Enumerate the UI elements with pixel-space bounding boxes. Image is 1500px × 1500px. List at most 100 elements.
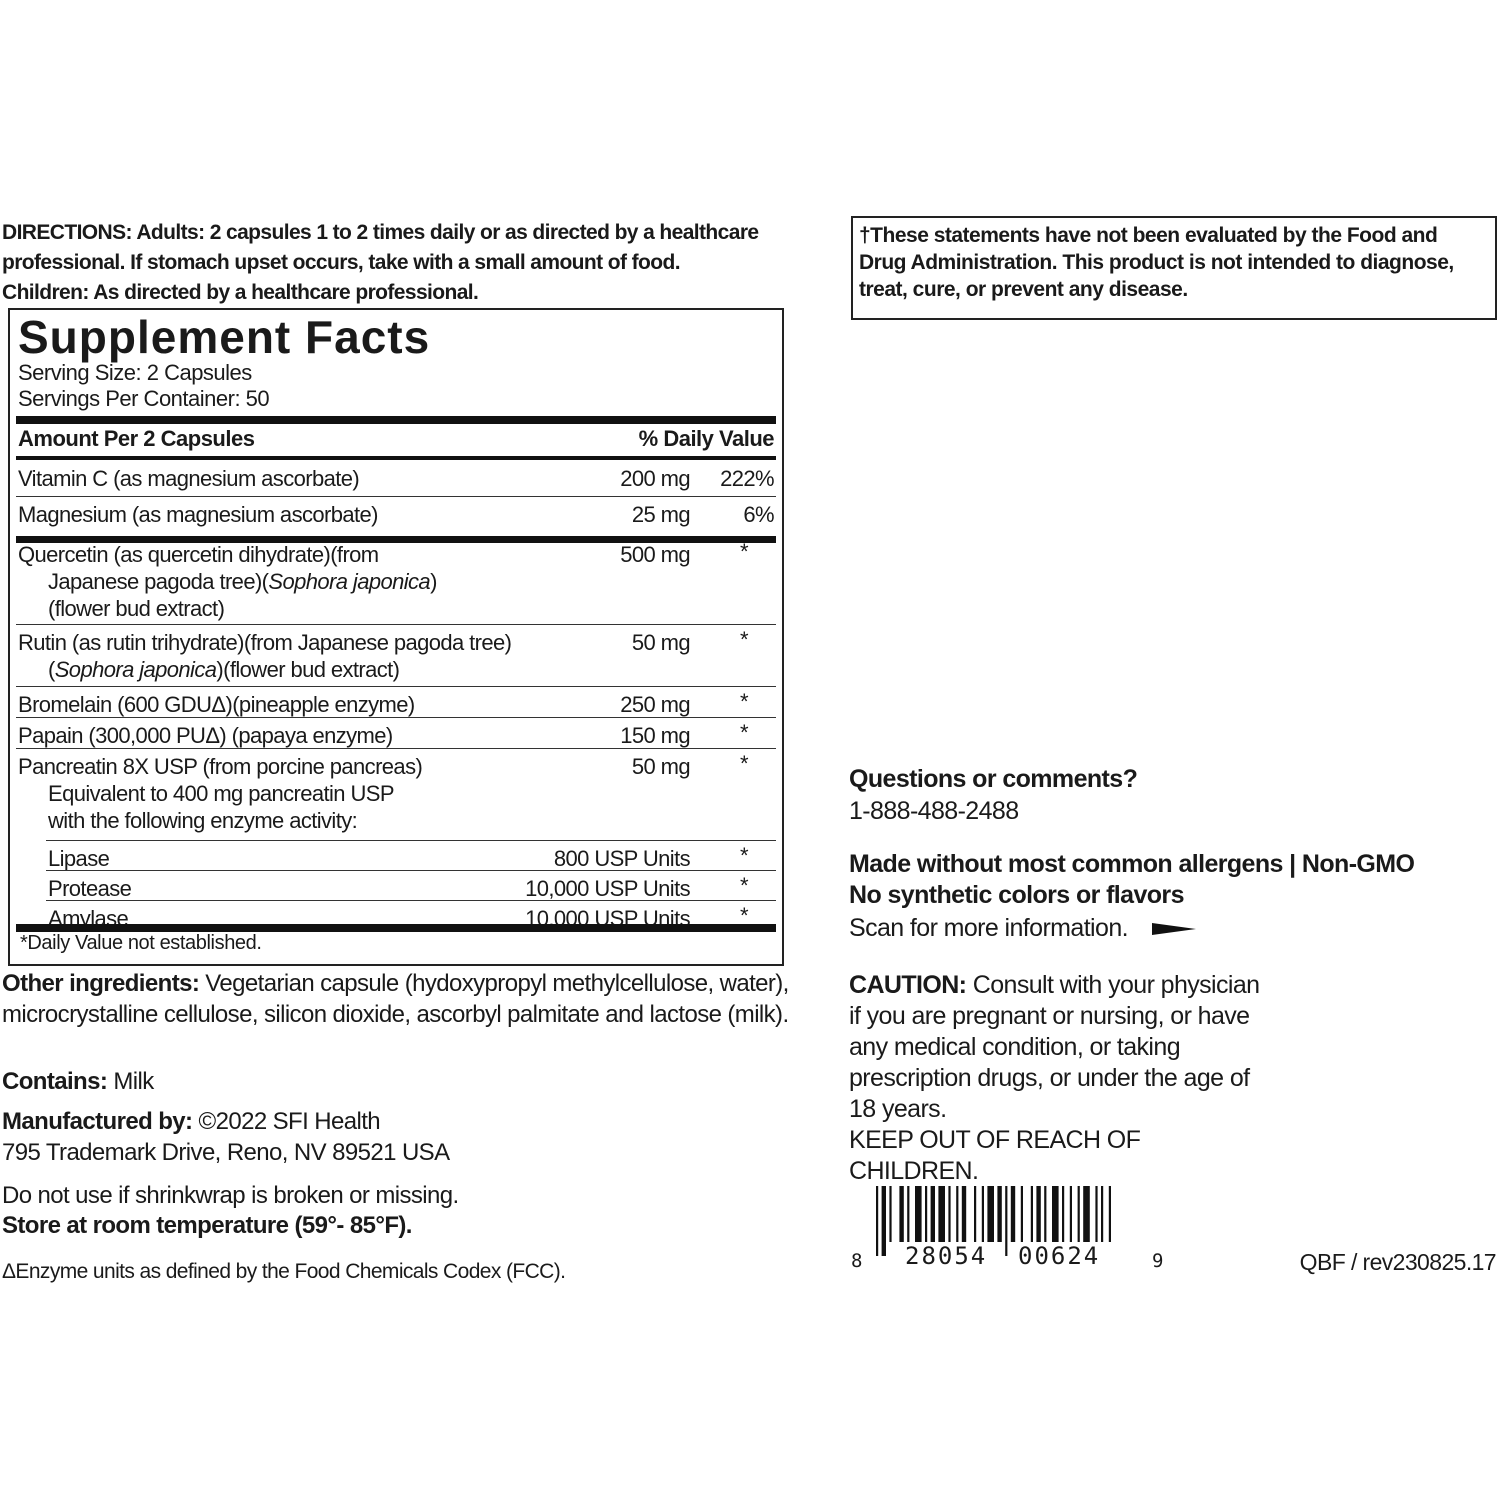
nutrient-amount: 50 mg [631,754,691,779]
thick-divider [16,416,776,424]
barcode [876,1186,1111,1256]
barcode-bar [938,1186,945,1242]
nutrient-row: Rutin (as rutin trihydrate)(from Japanes… [16,626,776,688]
nutrient-name: Magnesium (as magnesium ascorbate) [18,502,378,527]
barcode-digit-last: 9 [1152,1250,1164,1272]
arrow-right-icon [1152,923,1197,936]
barcode-bar [961,1186,967,1242]
nutrient-amount: 500 mg [620,542,690,567]
barcode-bar [956,1186,959,1242]
nutrient-row: Vitamin C (as magnesium ascorbate) 200 mg… [16,462,776,498]
revision-code: QBF / rev230825.17 [1299,1249,1497,1275]
enzyme-note: ΔEnzyme units as defined by the Food Che… [2,1260,566,1283]
nutrient-amount: 200 mg [620,466,690,491]
nutrient-row: Papain (300,000 PUΔ) (papaya enzyme) 150 … [16,719,776,750]
contains-text: Milk [107,1068,154,1095]
nutrient-name: Pancreatin 8X USP (from porcine pancreas… [18,754,423,833]
directions-line: Children: As directed by a healthcare pr… [2,281,479,304]
questions-label: Questions or comments? [849,765,1138,793]
scan-text: Scan for more information. [849,914,1129,942]
barcode-bar [1052,1186,1059,1242]
barcode-digits-left: 28054 [905,1242,988,1270]
shrinkwrap-warning: Do not use if shrinkwrap is broken or mi… [2,1182,459,1209]
fda-disclaimer: †These statements have not been evaluate… [851,216,1497,320]
manufacturer-address: 795 Trademark Drive, Reno, NV 89521 USA [2,1139,450,1166]
nutrient-daily-value: * [740,873,749,898]
nutrient-amount: 25 mg [631,502,691,527]
nutrient-daily-value: 222% [720,466,774,491]
phone-number: 1-888-488-2488 [849,797,1019,825]
nutrient-row: Pancreatin 8X USP (from porcine pancreas… [16,750,776,842]
nutrient-daily-value: * [740,539,749,564]
barcode-bar [1062,1186,1065,1242]
thick-divider [16,924,776,932]
directions-line: DIRECTIONS: Adults: 2 capsules 1 to 2 ti… [2,221,759,244]
other-ingredients-text: Vegetarian capsule (hydoxypropyl methylc… [2,970,789,1028]
nutrient-amount: 250 mg [620,692,690,717]
nutrient-name: Rutin (as rutin trihydrate)(from Japanes… [18,630,512,682]
storage-instructions: Store at room temperature (59°- 85°F). [2,1212,412,1239]
nutrient-name: Bromelain (600 GDUΔ)(pineapple enzyme) [18,692,415,717]
nutrient-amount: 150 mg [620,723,690,748]
serving-size: Serving Size: 2 Capsules [18,360,252,385]
nutrient-daily-value: 6% [743,502,774,527]
nutrient-name: Papain (300,000 PUΔ) (papaya enzyme) [18,723,393,748]
contains: Contains: Milk [2,1066,802,1097]
contains-label: Contains: [2,1068,108,1095]
row-divider [16,496,776,497]
barcode-bar [1044,1186,1047,1242]
barcode-bar [881,1186,886,1256]
barcode-bar [876,1186,879,1256]
barcode-bar [948,1186,951,1242]
nutrient-daily-value: * [740,751,749,776]
barcode-bar [889,1186,892,1242]
footnote: *Daily Value not established. [20,932,262,954]
barcode-bar [997,1186,1002,1242]
barcode-bar [915,1186,922,1242]
barcode-bar [1077,1186,1080,1242]
daily-value-header: % Daily Value [638,426,775,451]
nutrient-name: Vitamin C (as magnesium ascorbate) [18,466,360,491]
nutrient-row: Protease 10,000 USP Units * [16,872,776,902]
row-divider [46,840,776,841]
barcode-bar [1083,1186,1090,1242]
other-ingredients: Other ingredients: Vegetarian capsule (h… [2,968,802,1030]
manufacturer: Manufactured by: ©2022 SFI Health 795 Tra… [2,1106,802,1168]
barcode-bar [899,1186,904,1242]
row-divider [46,900,776,901]
barcode-bar [1069,1186,1072,1242]
directions: DIRECTIONS: Adults: 2 capsules 1 to 2 ti… [2,218,802,308]
nutrient-name: Quercetin (as quercetin dihydrate)(from J… [18,542,437,621]
amount-header: Amount Per 2 Capsules [18,426,255,451]
barcode-bar [1020,1186,1023,1242]
supplement-facts-panel: Supplement Facts Serving Size: 2 Capsule… [8,308,784,966]
keep-out-warning: KEEP OUT OF REACH OF CHILDREN. [849,1126,1141,1185]
row-divider [16,536,776,543]
scan-info: Scan for more information. [849,913,1197,944]
no-synthetic-statement: No synthetic colors or flavors [849,881,1184,909]
nutrient-row: Lipase 800 USP Units * [16,842,776,872]
servings-per-container: Servings Per Container: 50 [18,386,270,411]
barcode-bar [1095,1186,1098,1242]
nutrient-row: Quercetin (as quercetin dihydrate)(from J… [16,538,776,626]
supplement-facts-title: Supplement Facts [18,311,431,363]
nutrient-daily-value: * [740,720,749,745]
barcode-bar [925,1186,928,1242]
barcode-digit-first: 8 [851,1250,863,1272]
barcode-bar [1101,1186,1104,1242]
nutrient-name: Lipase [48,846,110,871]
nutrient-daily-value: * [740,903,749,928]
nutrient-amount: 800 USP Units [553,846,691,871]
caution-text: Consult with your physician if you are p… [849,971,1260,1123]
barcode-bar [981,1186,984,1242]
manufacturer-label: Manufactured by: [2,1108,193,1135]
directions-line: professional. If stomach upset occurs, t… [2,251,681,274]
row-divider [16,748,776,749]
barcode-bar [1108,1186,1111,1242]
allergen-statement: Made without most common allergens | Non… [849,850,1415,878]
nutrient-row: Bromelain (600 GDUΔ)(pineapple enzyme) 25… [16,688,776,719]
barcode-bar [930,1186,935,1242]
row-divider [16,717,776,718]
nutrient-daily-value: * [740,689,749,714]
barcode-bar [1036,1186,1041,1242]
